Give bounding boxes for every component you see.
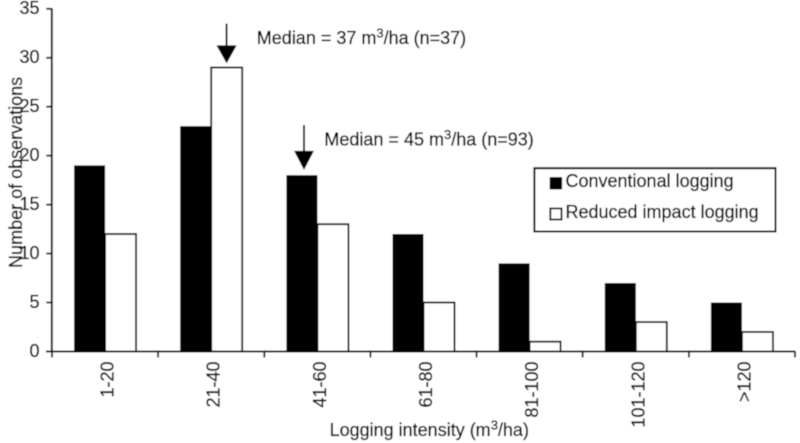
- svg-text:101-120: 101-120: [628, 362, 648, 428]
- svg-text:41-60: 41-60: [310, 362, 330, 408]
- svg-text:25: 25: [19, 96, 39, 116]
- svg-text:Logging intensity (m3/ha): Logging intensity (m3/ha): [330, 418, 529, 441]
- svg-text:15: 15: [19, 194, 39, 214]
- svg-text:21-40: 21-40: [204, 362, 224, 408]
- svg-text:20: 20: [19, 145, 39, 165]
- svg-text:30: 30: [19, 47, 39, 67]
- svg-text:35: 35: [19, 0, 39, 18]
- svg-text:61-80: 61-80: [416, 362, 436, 408]
- svg-text:Reduced impact logging: Reduced impact logging: [566, 202, 759, 222]
- svg-text:Median = 45 m3/ha (n=93): Median = 45 m3/ha (n=93): [324, 127, 533, 150]
- svg-text:10: 10: [19, 243, 39, 263]
- svg-text:Median = 37 m3/ha (n=37): Median = 37 m3/ha (n=37): [257, 26, 466, 49]
- svg-text:>120: >120: [734, 362, 754, 403]
- svg-text:5: 5: [29, 292, 39, 312]
- svg-text:Number of observations: Number of observations: [6, 77, 26, 268]
- svg-text:81-100: 81-100: [522, 362, 542, 418]
- svg-text:1-20: 1-20: [98, 362, 118, 398]
- svg-text:0: 0: [29, 341, 39, 361]
- svg-text:Conventional logging: Conventional logging: [566, 171, 734, 191]
